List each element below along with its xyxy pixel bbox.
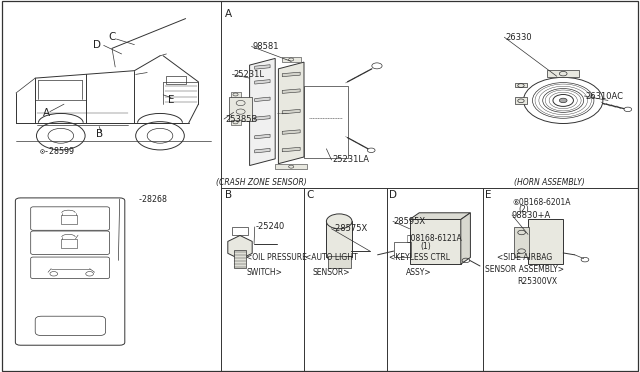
Text: <KEYLESS CTRL: <KEYLESS CTRL	[388, 253, 450, 262]
Text: 25385B: 25385B	[225, 115, 258, 124]
Text: D: D	[389, 190, 397, 200]
Polygon shape	[228, 235, 252, 259]
Bar	[410, 219, 461, 264]
Text: R25300VX: R25300VX	[518, 278, 557, 286]
Text: (1): (1)	[420, 242, 431, 251]
Polygon shape	[282, 130, 300, 134]
Polygon shape	[250, 58, 275, 166]
Bar	[234, 250, 246, 268]
Text: ⑥0B168-6201A: ⑥0B168-6201A	[512, 198, 570, 207]
Text: (CRASH ZONE SENSOR): (CRASH ZONE SENSOR)	[216, 178, 307, 187]
Text: <AUTO LIGHT: <AUTO LIGHT	[305, 253, 358, 262]
Polygon shape	[282, 109, 300, 114]
Text: B: B	[95, 129, 103, 139]
Bar	[528, 219, 563, 264]
Text: SWITCH>: SWITCH>	[246, 268, 282, 277]
Circle shape	[559, 98, 567, 103]
Text: ⊙-28599: ⊙-28599	[40, 147, 75, 155]
Text: 25231LA: 25231LA	[333, 155, 370, 164]
Polygon shape	[255, 97, 270, 102]
Bar	[514, 227, 529, 257]
Text: 98581: 98581	[253, 42, 279, 51]
Text: Ⓑ08168-6121A: Ⓑ08168-6121A	[406, 234, 462, 243]
Text: B: B	[225, 190, 232, 200]
Text: (2): (2)	[518, 205, 529, 214]
Text: A: A	[42, 109, 50, 118]
Text: SENSOR ASSEMBLY>: SENSOR ASSEMBLY>	[485, 265, 564, 274]
Bar	[61, 215, 77, 224]
Bar	[229, 97, 252, 121]
Bar	[547, 70, 579, 77]
Text: A: A	[225, 9, 232, 19]
Text: D: D	[93, 40, 101, 49]
Bar	[61, 239, 77, 248]
Bar	[304, 86, 348, 158]
Text: 26310AC: 26310AC	[586, 92, 623, 101]
Bar	[275, 164, 307, 169]
Polygon shape	[282, 72, 300, 77]
Bar	[231, 120, 241, 125]
Text: SENSOR>: SENSOR>	[313, 268, 350, 277]
Text: ASSY>: ASSY>	[406, 268, 432, 277]
Text: -28268: -28268	[138, 195, 168, 203]
Bar	[282, 57, 301, 62]
Polygon shape	[255, 80, 270, 84]
Bar	[515, 97, 527, 104]
Polygon shape	[410, 213, 470, 219]
Text: 26330: 26330	[506, 33, 532, 42]
Polygon shape	[255, 116, 270, 120]
Bar	[231, 92, 241, 97]
Text: -28575X: -28575X	[333, 224, 368, 233]
Text: 98830+A: 98830+A	[512, 211, 551, 219]
Text: C: C	[306, 190, 314, 200]
Text: C: C	[108, 32, 116, 42]
Polygon shape	[326, 221, 352, 257]
Text: 28595X: 28595X	[394, 217, 426, 226]
Text: (HORN ASSEMBLY): (HORN ASSEMBLY)	[514, 178, 584, 187]
Polygon shape	[255, 148, 270, 153]
Text: <SIDE AIRBAG: <SIDE AIRBAG	[497, 253, 552, 262]
Text: -25240: -25240	[256, 222, 285, 231]
Circle shape	[326, 214, 352, 229]
Polygon shape	[278, 62, 304, 164]
Bar	[515, 83, 527, 87]
Polygon shape	[282, 89, 300, 93]
Polygon shape	[255, 134, 270, 139]
Polygon shape	[255, 65, 270, 69]
Text: 25231L: 25231L	[234, 70, 264, 79]
Polygon shape	[282, 147, 300, 152]
Text: E: E	[168, 96, 174, 105]
Text: <OIL PRESSURE: <OIL PRESSURE	[246, 253, 307, 262]
Text: E: E	[485, 190, 492, 200]
Polygon shape	[461, 213, 470, 264]
Bar	[166, 76, 186, 84]
Bar	[328, 256, 351, 268]
Bar	[394, 242, 411, 257]
Bar	[232, 227, 248, 235]
